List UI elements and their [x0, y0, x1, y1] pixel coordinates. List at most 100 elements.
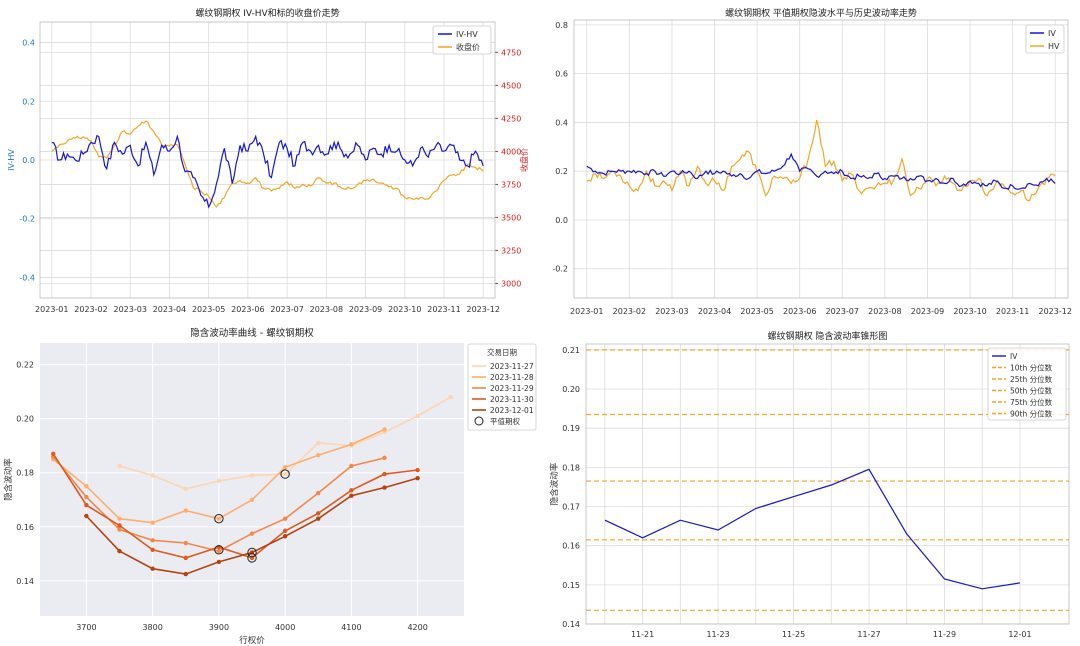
plot-frame: [39, 21, 496, 299]
data-point: [216, 478, 222, 484]
legend-swatch-atm: [474, 416, 484, 426]
data-point: [183, 555, 188, 561]
x-tick-label: 11-27: [857, 630, 880, 639]
data-point: [316, 490, 321, 496]
x-tick-label: 2023-09: [911, 307, 944, 316]
data-point: [249, 473, 255, 478]
y-tick-label: 0.4: [555, 118, 568, 127]
data-point: [183, 508, 188, 513]
y-tick-label: 0.6: [555, 70, 568, 79]
series-line-close: [51, 120, 484, 208]
legend: 交易日期 2023-11-27 2023-11-28 2023-11-29 2023-1…: [467, 343, 537, 431]
data-point: [316, 440, 321, 446]
data-point: [316, 452, 321, 458]
atm-marker: [247, 553, 257, 563]
y-tick-label: 0.16: [562, 542, 580, 551]
x-tick-label: 2023-03: [655, 307, 688, 316]
panel-iv-smile: 隐含波动率曲线 - 螺纹钢期权 3700 3800 3900 4000 4100 4200 0…: [3, 327, 537, 646]
data-point: [150, 547, 155, 552]
data-point: [382, 455, 387, 461]
x-tick-label: 2023-01: [570, 307, 603, 316]
legend-title: 交易日期: [487, 347, 517, 357]
x-tick-label: 2023-07: [826, 307, 859, 316]
data-point: [349, 463, 354, 469]
data-point: [316, 511, 321, 516]
y-tick-label-left: -0.2: [19, 215, 35, 224]
y-axis-label-right: 收盘价: [519, 148, 529, 172]
chart-title: 螺纹钢期权 隐含波动率锥形图: [768, 330, 888, 342]
plot-background: [40, 343, 464, 616]
x-tick-label: 2023-08: [868, 307, 901, 316]
y-axis-label-left: IV-HV: [7, 149, 16, 171]
x-tick-label: 11-23: [706, 630, 729, 639]
panel-iv-hv-levels: 螺纹钢期权 平值期权隐波水平与历史波动率走势 2023-01 2023-02 2023…: [552, 7, 1072, 316]
data-point: [349, 442, 354, 447]
x-tick-label: 12-01: [1008, 630, 1031, 639]
data-point: [415, 475, 420, 481]
chart-title: 螺纹钢期权 IV-HV和标的收盘价走势: [195, 7, 339, 19]
panel-iv-hv-close: 螺纹钢期权 IV-HV和标的收盘价走势 2023-01 2023-02 2023-03…: [7, 7, 529, 314]
series-line: [52, 453, 418, 559]
x-tick-label: 4100: [341, 623, 361, 632]
data-point: [183, 571, 188, 577]
atm-marker: [280, 469, 290, 479]
x-tick-label: 2023-07: [270, 305, 303, 314]
x-tick-label: 2023-11: [996, 307, 1029, 316]
data-point: [150, 520, 155, 525]
x-tick-label: 2023-06: [783, 307, 816, 316]
legend-label: 90th 分位数: [1010, 409, 1053, 419]
data-point: [282, 516, 288, 521]
y-tick-label: 0.2: [555, 167, 568, 176]
series-2023-11-28: [51, 427, 387, 525]
y-tick-label: 0.17: [562, 503, 580, 512]
data-point: [382, 427, 387, 432]
y-tick-label: 0.0: [555, 216, 568, 225]
legend-label: 50th 分位数: [1010, 386, 1053, 396]
x-tick-label: 11-29: [933, 630, 956, 639]
data-point: [216, 516, 222, 521]
legend-label: 75th 分位数: [1010, 397, 1053, 407]
legend-label: 2023-11-30: [490, 395, 534, 404]
y-tick-label: 0.19: [562, 424, 580, 433]
y-axis-label: 隐含波动率: [549, 462, 560, 505]
legend-label: IV: [1010, 352, 1018, 361]
data-point: [183, 540, 188, 546]
data-point: [117, 523, 122, 528]
x-tick-label: 2023-06: [231, 305, 264, 314]
legend-label: 2023-12-01: [490, 406, 534, 415]
y-tick-label-right: 4500: [501, 81, 521, 90]
data-point: [150, 566, 155, 571]
x-tick-label: 2023-02: [74, 305, 107, 314]
data-point: [415, 467, 420, 473]
x-tick-label: 2023-03: [113, 305, 146, 314]
plot-frame: [573, 19, 1069, 299]
x-tick-label: 2023-10: [953, 307, 986, 316]
legend-label-hv: HV: [1048, 42, 1060, 51]
y-tick-label-right: 3500: [501, 213, 521, 222]
y-tick-label-left: 0.4: [22, 39, 35, 48]
x-tick-label: 3800: [142, 623, 162, 632]
x-tick-label: 2023-05: [740, 307, 773, 316]
y-tick-label-right: 4250: [501, 114, 521, 123]
series-line-hv: [586, 119, 1056, 202]
y-tick-label-right: 4750: [501, 48, 521, 57]
y-tick-label-right: 3250: [501, 246, 521, 255]
series-line-iv: [586, 152, 1056, 190]
series-line-iv-hv: [51, 134, 484, 209]
x-tick-label: 11-21: [631, 630, 654, 639]
atm-marker: [214, 513, 224, 524]
legend-label: 2023-11-29: [490, 384, 534, 393]
data-point: [282, 465, 288, 470]
data-point: [382, 485, 387, 490]
data-point: [349, 493, 354, 498]
panel-iv-cone: 螺纹钢期权 隐含波动率锥形图 11-21 11-23 11-25 11-27 11-29 1…: [549, 330, 1070, 639]
chart-title: 隐含波动率曲线 - 螺纹钢期权: [190, 327, 314, 339]
y-tick-label: 0.18: [16, 469, 34, 478]
data-point: [382, 471, 387, 477]
y-tick-label: 0.14: [562, 620, 580, 629]
x-tick-label: 2023-09: [349, 305, 382, 314]
x-tick-label: 2023-11: [427, 305, 460, 314]
y-tick-label: 0.18: [562, 463, 580, 472]
legend-label-atm: 平值期权: [490, 416, 520, 426]
